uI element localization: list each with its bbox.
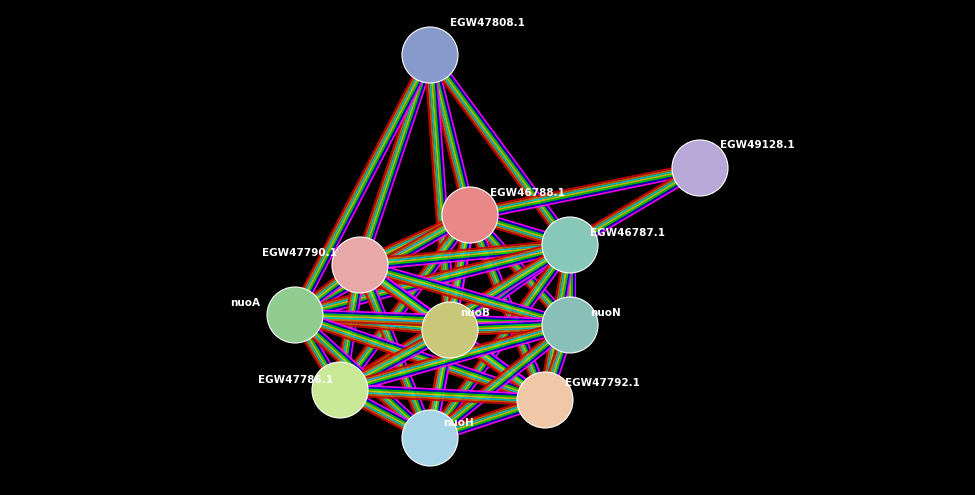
Text: nuoB: nuoB xyxy=(460,308,490,318)
Ellipse shape xyxy=(402,27,458,83)
Ellipse shape xyxy=(267,287,323,343)
Ellipse shape xyxy=(542,297,598,353)
Text: EGW49128.1: EGW49128.1 xyxy=(720,140,795,150)
Ellipse shape xyxy=(672,140,728,196)
Ellipse shape xyxy=(442,187,498,243)
Ellipse shape xyxy=(422,302,478,358)
Text: nuoN: nuoN xyxy=(590,308,621,318)
Ellipse shape xyxy=(332,237,388,293)
Ellipse shape xyxy=(517,372,573,428)
Text: EGW47786.1: EGW47786.1 xyxy=(258,375,333,385)
Text: EGW46787.1: EGW46787.1 xyxy=(590,228,665,238)
Ellipse shape xyxy=(312,362,368,418)
Text: nuoA: nuoA xyxy=(230,298,260,308)
Text: EGW47808.1: EGW47808.1 xyxy=(450,18,525,28)
Text: nuoH: nuoH xyxy=(443,418,474,428)
Text: EGW46788.1: EGW46788.1 xyxy=(490,188,565,198)
Text: EGW47792.1: EGW47792.1 xyxy=(565,378,640,388)
Ellipse shape xyxy=(542,217,598,273)
Text: EGW47790.1: EGW47790.1 xyxy=(262,248,337,258)
Ellipse shape xyxy=(402,410,458,466)
